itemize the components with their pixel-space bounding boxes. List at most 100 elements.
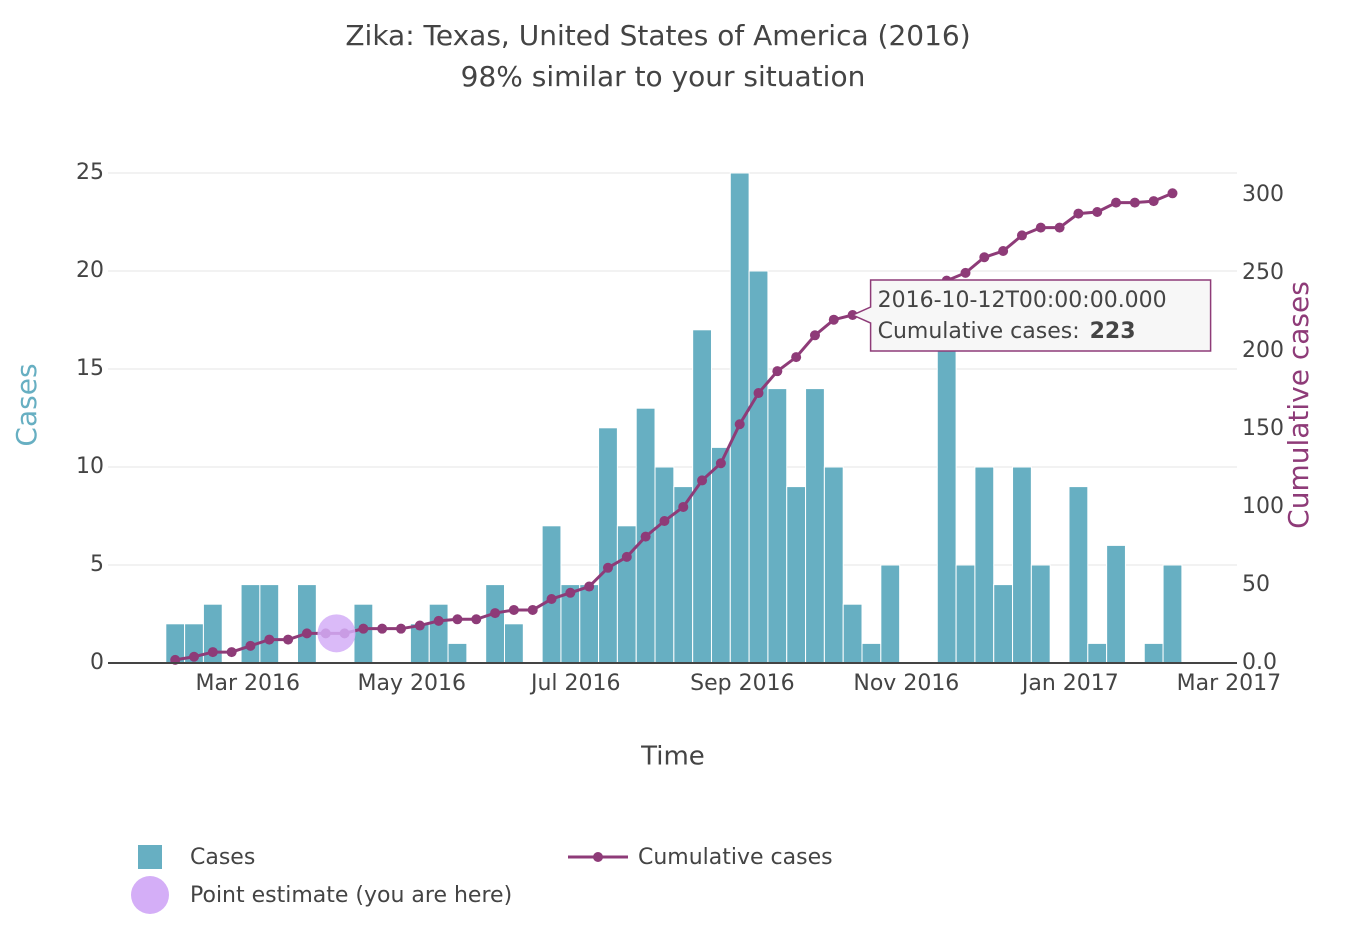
bar	[729, 172, 750, 664]
bar	[598, 427, 618, 664]
line-point	[659, 515, 670, 526]
line-point	[1129, 197, 1140, 208]
line-point	[490, 608, 501, 619]
x-tick-label: Nov 2016	[853, 671, 959, 696]
line-point	[640, 531, 651, 542]
bar	[485, 584, 505, 664]
line-point	[358, 623, 369, 634]
line-point	[621, 551, 632, 562]
bar	[823, 466, 844, 664]
y2-axis-title: Cumulative cases	[1282, 281, 1315, 529]
bar	[842, 603, 863, 664]
bar	[993, 584, 1014, 664]
line-point	[565, 587, 576, 598]
bar	[1162, 564, 1183, 664]
line-point	[226, 647, 237, 658]
line-point	[546, 594, 557, 605]
bar	[767, 388, 788, 664]
bar	[748, 270, 769, 664]
legend-label: Point estimate (you are here)	[190, 883, 512, 908]
legend-label: Cumulative cases	[638, 845, 833, 870]
tooltip-label: Cumulative cases: 223	[878, 319, 1136, 344]
line-point	[1167, 188, 1178, 199]
bar	[1106, 544, 1126, 664]
y-tick-label: 5	[90, 552, 104, 577]
bar	[616, 525, 637, 664]
bar	[428, 603, 449, 664]
line-point	[697, 475, 708, 486]
bar	[880, 564, 901, 664]
bar	[786, 486, 807, 664]
line-point	[809, 330, 820, 341]
y-tick-label: 15	[76, 356, 104, 381]
line-point	[207, 647, 218, 658]
y2-tick-label: 50	[1242, 572, 1270, 597]
y-tick-label: 25	[76, 160, 104, 185]
line-point	[772, 366, 783, 377]
y2-tick-label: 150	[1242, 416, 1284, 441]
line-point	[283, 634, 294, 645]
bar	[297, 584, 317, 664]
bar	[1087, 642, 1108, 664]
line-point	[189, 651, 200, 662]
line-point	[828, 314, 839, 325]
y-axis-title: Cases	[10, 363, 43, 446]
x-tick-label: Mar 2017	[1177, 671, 1282, 696]
tooltip-title: 2016-10-12T00:00:00.000	[878, 288, 1167, 313]
bar	[936, 348, 957, 664]
line-point	[1054, 222, 1065, 233]
x-tick-label: May 2016	[358, 671, 466, 696]
line-point	[602, 562, 613, 573]
line-point	[1016, 230, 1027, 241]
line-point	[414, 620, 425, 631]
y-tick-label: 0	[90, 650, 104, 675]
line-point	[715, 458, 726, 469]
tooltip-value: 223	[1090, 319, 1136, 344]
line-point	[508, 604, 519, 615]
bar	[974, 466, 995, 664]
line-point	[678, 501, 689, 512]
legend-swatch	[131, 876, 169, 914]
bar	[503, 623, 524, 664]
line-point	[301, 628, 312, 639]
x-tick-label: Mar 2016	[196, 671, 301, 696]
bar	[1030, 564, 1051, 664]
bar	[861, 642, 882, 664]
bar	[579, 584, 600, 664]
y2-tick-label: 0.0	[1242, 650, 1277, 675]
line-point	[396, 623, 407, 634]
line-point	[433, 615, 444, 626]
line-point	[1035, 222, 1046, 233]
bar	[240, 584, 261, 664]
line-point	[527, 604, 538, 615]
bar	[447, 642, 468, 664]
legend-swatch	[593, 852, 603, 862]
bar	[805, 388, 825, 664]
tooltip: 2016-10-12T00:00:00.000 Cumulative cases:…	[850, 279, 1212, 352]
line-point	[1092, 207, 1103, 218]
line-point	[734, 419, 745, 430]
line-point	[1148, 196, 1159, 207]
line-point	[960, 267, 971, 278]
x-tick-label: Jan 2017	[1020, 671, 1119, 696]
line-point	[377, 623, 388, 634]
bar	[1068, 486, 1089, 664]
bar	[1143, 642, 1164, 664]
bar	[654, 466, 675, 664]
line-point	[584, 581, 595, 592]
line-point	[264, 634, 275, 645]
bar	[1012, 466, 1032, 664]
tooltip-series: Cumulative cases:	[878, 319, 1080, 344]
line-point	[471, 614, 482, 625]
line-point	[1073, 208, 1084, 219]
y-tick-label: 10	[76, 454, 104, 479]
tooltip-box	[850, 279, 1212, 352]
line-point	[979, 252, 990, 263]
line-point	[245, 640, 256, 651]
chart-title: Zika: Texas, United States of America (2…	[345, 19, 970, 52]
line-point	[1111, 197, 1122, 208]
bar	[955, 564, 976, 664]
legend-label: Cases	[190, 845, 255, 870]
line-point	[791, 352, 802, 363]
